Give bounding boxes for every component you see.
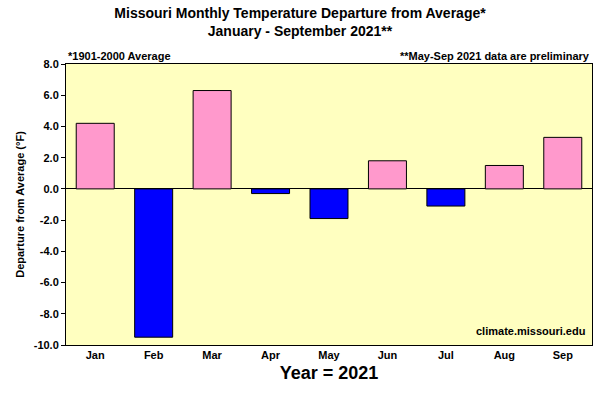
svg-text:-6.0: -6.0 (40, 276, 59, 288)
svg-text:Sep: Sep (553, 349, 573, 361)
svg-text:Year = 2021: Year = 2021 (280, 363, 379, 383)
svg-text:**May-Sep 2021 data are prelim: **May-Sep 2021 data are preliminary (400, 50, 590, 62)
svg-text:6.0: 6.0 (44, 89, 59, 101)
svg-text:0.0: 0.0 (44, 183, 59, 195)
svg-text:-4.0: -4.0 (40, 245, 59, 257)
svg-text:4.0: 4.0 (44, 120, 59, 132)
svg-text:*1901-2000 Average: *1901-2000 Average (68, 50, 171, 62)
svg-text:Jun: Jun (378, 349, 398, 361)
svg-text:2.0: 2.0 (44, 152, 59, 164)
svg-text:8.0: 8.0 (44, 58, 59, 70)
svg-text:Aug: Aug (494, 349, 515, 361)
svg-text:-10.0: -10.0 (34, 339, 59, 351)
svg-text:Missouri Monthly Temperature D: Missouri Monthly Temperature Departure f… (114, 5, 486, 39)
svg-text:climate.missouri.edu: climate.missouri.edu (476, 325, 585, 337)
svg-text:-8.0: -8.0 (40, 308, 59, 320)
svg-text:Jul: Jul (438, 349, 454, 361)
svg-text:Departure from Average (°F): Departure from Average (°F) (14, 131, 26, 278)
svg-text:Apr: Apr (261, 349, 281, 361)
svg-text:-2.0: -2.0 (40, 214, 59, 226)
svg-text:Jan: Jan (86, 349, 105, 361)
svg-text:Feb: Feb (144, 349, 164, 361)
svg-text:May: May (318, 349, 340, 361)
svg-text:Mar: Mar (202, 349, 222, 361)
